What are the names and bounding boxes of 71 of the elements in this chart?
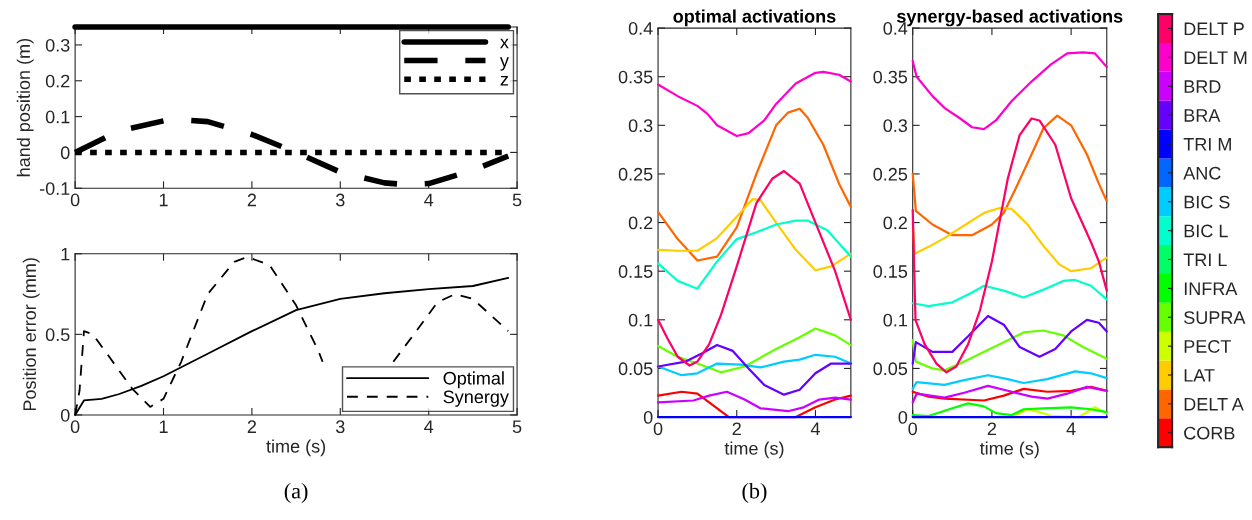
x-tick-label: 4 — [1066, 422, 1076, 435]
y-tick-label: 1 — [61, 247, 70, 261]
y-tick-label: 0.5 — [45, 328, 70, 342]
x-tick-label: 0 — [70, 193, 80, 207]
y-tick-label: -0.1 — [39, 182, 70, 195]
x-tick-label: 2 — [247, 420, 257, 433]
y-tick-label: 0.35 — [618, 70, 653, 84]
y-tick-label: 0 — [60, 408, 70, 422]
x-tick-label: 3 — [335, 420, 345, 434]
x-tick-label: 2 — [247, 193, 257, 207]
y-tick-label: 0.35 — [873, 70, 908, 84]
y-tick-label: 0.2 — [883, 216, 907, 230]
legend-label: x — [500, 38, 509, 49]
x-tick-label: 0 — [653, 422, 663, 436]
y-tick-label: 0.3 — [883, 119, 908, 133]
y-tick-label: 0.15 — [618, 265, 653, 278]
y-tick-label: 0 — [643, 410, 653, 424]
legend-label: DELT M — [1184, 51, 1247, 64]
legend-label: DELT A — [1184, 398, 1244, 411]
x-tick-label: 1 — [159, 193, 168, 207]
y-tick-label: 0.2 — [628, 216, 653, 230]
y-tick-label: 0.4 — [628, 22, 653, 35]
y-tick-label: 0.1 — [45, 110, 70, 124]
x-tick-label: 3 — [335, 193, 345, 207]
y-tick-label: 0.25 — [618, 167, 653, 181]
x-tick-label: 4 — [424, 193, 434, 207]
legend-label: CORB — [1184, 426, 1235, 440]
y-tick-label: 0.3 — [45, 38, 70, 52]
legend-label: BIC S — [1184, 195, 1230, 209]
x-tick-label: 1 — [159, 420, 168, 433]
text: (b) — [742, 482, 767, 504]
x-tick-label: 2 — [732, 422, 741, 435]
legend-label: BIC L — [1184, 224, 1228, 238]
y-axis-title: hand position (m) — [16, 39, 34, 177]
y-tick-label: 0.1 — [628, 313, 653, 327]
legend-label: TRI M — [1183, 138, 1231, 151]
legend-label: Synergy — [443, 390, 509, 407]
legend-label: DELT P — [1184, 22, 1244, 36]
y-axis-title: Position error (mm) — [22, 258, 40, 411]
x-axis-title: time (s) — [266, 439, 326, 457]
chart-title: optimal activations — [673, 9, 836, 27]
legend-label: BRA — [1184, 109, 1221, 122]
x-axis-title: time (s) — [979, 441, 1039, 459]
x-axis-title: time (s) — [724, 441, 784, 459]
y-tick-label: 0.25 — [873, 167, 908, 181]
y-tick-label: 0.3 — [628, 119, 653, 133]
y-tick-label: 0.1 — [883, 313, 907, 327]
legend-label: SUPRA — [1184, 311, 1246, 324]
x-tick-label: 4 — [424, 420, 434, 433]
legend-label: PECT — [1184, 340, 1231, 353]
y-tick-label: 0 — [60, 146, 70, 160]
legend-label: LAT — [1184, 369, 1215, 382]
legend-label: Optimal — [443, 371, 504, 389]
x-tick-label: 5 — [512, 193, 522, 207]
x-tick-label: 2 — [987, 422, 997, 435]
x-tick-label: 0 — [70, 420, 80, 434]
legend-label: INFRA — [1184, 282, 1238, 295]
y-tick-label: 0 — [898, 410, 908, 424]
y-tick-label: 0.2 — [45, 74, 70, 88]
y-tick-label: 0.15 — [873, 265, 908, 278]
x-tick-label: 4 — [810, 422, 820, 435]
legend-label: TRI L — [1183, 253, 1227, 267]
legend-label: ANC — [1183, 166, 1221, 180]
legend-label: z — [500, 75, 509, 86]
x-tick-label: 5 — [512, 420, 522, 434]
text: (a) — [284, 482, 308, 504]
y-tick-label: 0.05 — [873, 362, 908, 376]
x-tick-label: 0 — [908, 422, 918, 436]
legend-label: y — [499, 57, 509, 71]
legend-label: BRD — [1184, 80, 1221, 93]
y-tick-label: 0.05 — [618, 362, 653, 376]
